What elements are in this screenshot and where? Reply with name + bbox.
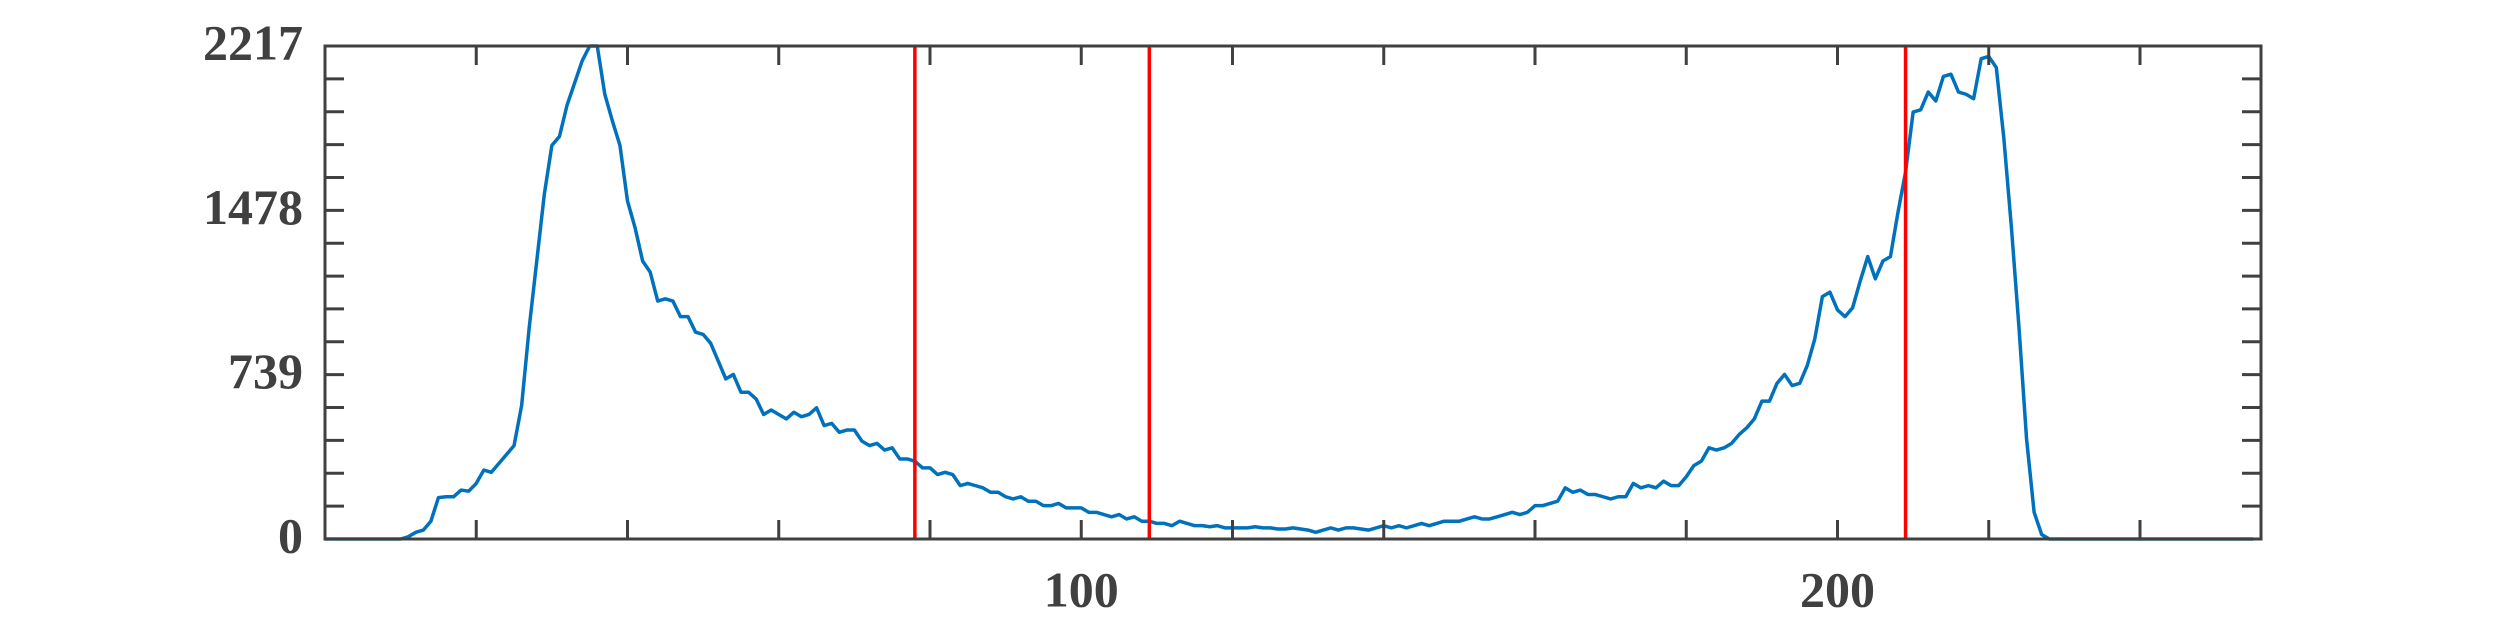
- x-tick-label: 100: [1044, 561, 1119, 617]
- y-tick-label: 739: [228, 343, 303, 399]
- x-tick-label: 200: [1800, 561, 1875, 617]
- data-line: [325, 44, 2254, 541]
- y-tick-label: 1478: [203, 179, 303, 235]
- plot-frame: [323, 44, 2263, 541]
- y-tick-label: 0: [278, 507, 303, 563]
- y-tick-label: 2217: [203, 14, 303, 70]
